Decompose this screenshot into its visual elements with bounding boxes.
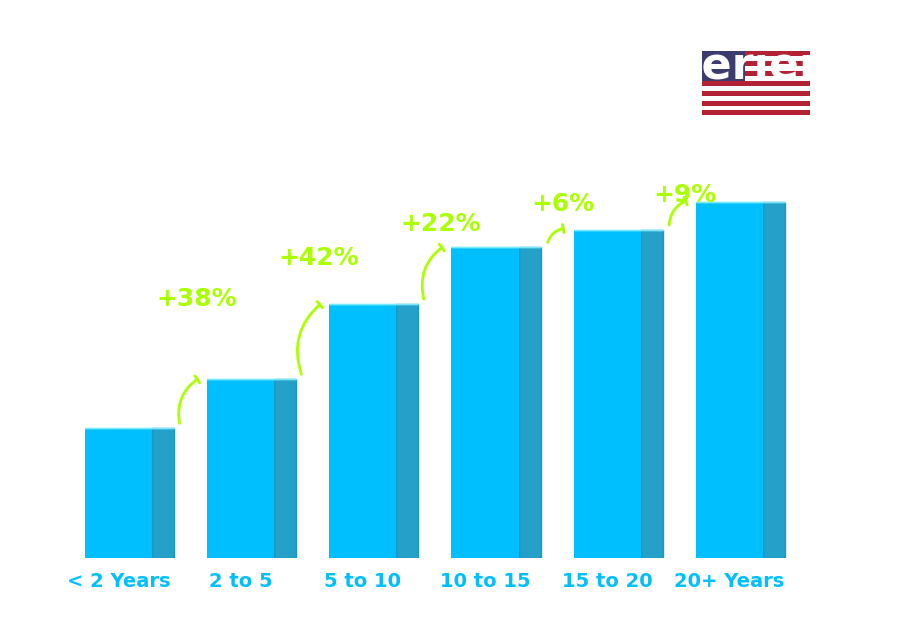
- Bar: [702, 96, 810, 101]
- Text: +42%: +42%: [278, 246, 359, 270]
- Bar: [702, 71, 810, 76]
- Bar: [452, 247, 518, 558]
- Bar: [702, 86, 810, 91]
- Polygon shape: [396, 304, 418, 558]
- Text: Salary Comparison By Experience: Salary Comparison By Experience: [45, 45, 887, 88]
- Polygon shape: [763, 202, 785, 558]
- Bar: [702, 51, 810, 56]
- Text: 134,000 USD: 134,000 USD: [308, 282, 418, 300]
- Bar: [207, 379, 274, 558]
- Bar: [702, 51, 745, 81]
- Bar: [702, 61, 810, 66]
- Bar: [696, 202, 763, 558]
- Polygon shape: [274, 379, 296, 558]
- Text: salary: salary: [389, 610, 450, 628]
- Bar: [702, 56, 810, 61]
- Bar: [702, 110, 810, 115]
- Text: 188,000 USD: 188,000 USD: [675, 179, 784, 197]
- Polygon shape: [152, 428, 174, 558]
- Text: +9%: +9%: [653, 183, 717, 207]
- Bar: [702, 66, 810, 71]
- Text: Average Yearly Salary: Average Yearly Salary: [867, 253, 879, 388]
- Bar: [329, 304, 396, 558]
- Bar: [702, 91, 810, 96]
- Polygon shape: [641, 230, 662, 558]
- Text: 164,000 USD: 164,000 USD: [430, 225, 540, 243]
- Bar: [702, 101, 810, 106]
- Bar: [702, 76, 810, 81]
- Text: 173,000 USD: 173,000 USD: [553, 208, 662, 226]
- Polygon shape: [518, 247, 541, 558]
- Bar: [702, 81, 810, 86]
- Text: +38%: +38%: [157, 287, 237, 312]
- Text: +6%: +6%: [532, 192, 595, 215]
- Bar: [573, 230, 641, 558]
- Bar: [85, 428, 152, 558]
- Bar: [702, 106, 810, 110]
- Text: 94,300 USD: 94,300 USD: [191, 357, 290, 375]
- Text: Quality Assurance Manager: Quality Assurance Manager: [45, 96, 390, 120]
- Text: explorer.com: explorer.com: [450, 610, 567, 628]
- Text: 68,400 USD: 68,400 USD: [69, 406, 167, 424]
- Text: +22%: +22%: [400, 212, 482, 237]
